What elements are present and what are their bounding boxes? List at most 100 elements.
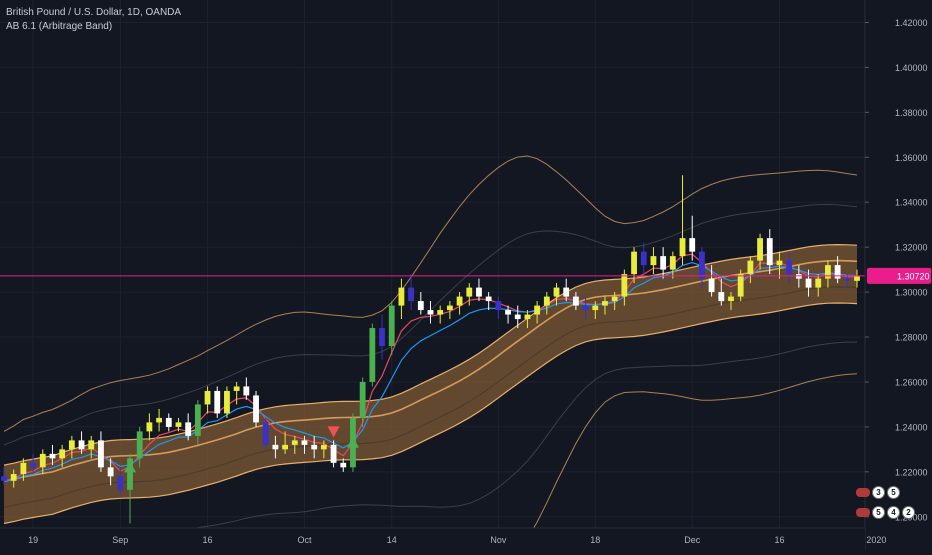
logo-number: 2 [902, 505, 915, 519]
candle [602, 296, 608, 315]
candle-body [728, 296, 734, 302]
candle-body [78, 440, 85, 450]
candle [175, 417, 182, 432]
candle [359, 377, 366, 427]
candle [786, 251, 793, 284]
candle [388, 301, 395, 355]
price-tick-label: 1.24000 [895, 422, 928, 432]
candle [718, 278, 725, 306]
candle [214, 386, 221, 418]
candle [572, 292, 579, 311]
candle-body [699, 251, 705, 279]
candle-body [805, 278, 812, 288]
candle [437, 305, 444, 324]
candle [417, 292, 424, 315]
price-tick-label: 1.42000 [895, 18, 928, 28]
candle [660, 247, 667, 279]
candle-body [156, 417, 162, 423]
candle [301, 435, 308, 454]
candle-body [1, 476, 7, 481]
candle [10, 469, 17, 488]
candle [165, 413, 172, 432]
candle-body [136, 431, 143, 459]
candle-body [737, 274, 744, 297]
candle [20, 458, 27, 481]
price-label-text: 1.30720 [897, 271, 930, 281]
symbol-title[interactable]: British Pound / U.S. Dollar, 1D, OANDA [6, 7, 182, 18]
indicator-title[interactable]: AB 6.1 (Arbitrage Band) [6, 21, 113, 32]
candle-body [514, 314, 521, 320]
time-tick-label: Sep [112, 535, 128, 545]
candle-body [689, 238, 696, 252]
time-axis[interactable]: 19Sep16Oct14Nov18Dec16202020 [0, 527, 932, 550]
outer-band-lower [285, 373, 858, 555]
candle [427, 301, 434, 324]
candle [747, 256, 754, 284]
candle-body [291, 440, 298, 445]
candle-body [20, 462, 27, 475]
candle [272, 435, 279, 459]
candle [185, 413, 192, 441]
candle [340, 458, 347, 472]
candle [117, 467, 124, 497]
candle [776, 251, 783, 279]
candle-body [39, 453, 46, 468]
candle [650, 247, 657, 275]
candle-body [68, 440, 75, 450]
candle-body [815, 278, 822, 288]
candle [369, 323, 376, 387]
candle-body [214, 390, 221, 414]
logo-badges: 3 5 5 4 2 [856, 485, 915, 525]
candle-body [127, 458, 133, 490]
candle [1, 467, 7, 486]
candle-body [524, 314, 531, 320]
candle-body [340, 462, 347, 468]
candle-body [320, 444, 327, 450]
candle [825, 260, 831, 288]
candle-body [466, 287, 473, 297]
price-tick-label: 1.40000 [895, 63, 928, 73]
candle [398, 278, 405, 320]
candle [262, 417, 269, 450]
candle-body [650, 256, 657, 266]
candle-body [30, 462, 36, 468]
candle [582, 296, 589, 320]
price-tick-label: 1.34000 [895, 198, 928, 208]
logo-badge: 5 4 2 [856, 505, 915, 519]
candle [311, 435, 318, 459]
candle [107, 458, 114, 486]
time-tick-label: 2020 [866, 535, 886, 545]
candle [611, 292, 618, 311]
candle-body [107, 467, 114, 477]
candle [330, 440, 337, 468]
candle-body [582, 305, 589, 311]
candle-body [388, 305, 395, 347]
candle-body [446, 305, 453, 311]
candle [291, 435, 298, 454]
candle-body [776, 260, 783, 266]
candle [194, 399, 201, 445]
buy-signal-icon [346, 436, 359, 448]
band-fill [4, 244, 857, 524]
candle [505, 305, 511, 324]
candle [224, 386, 230, 418]
candle-body [640, 251, 647, 266]
candle-body [747, 260, 754, 275]
candle [485, 292, 492, 311]
candle-body [427, 310, 434, 315]
candle-body [272, 444, 279, 450]
logo-number: 5 [887, 485, 900, 499]
logo-badge: 3 5 [856, 485, 915, 499]
candle [699, 247, 705, 288]
candle [243, 377, 250, 400]
logo-number: 5 [872, 505, 885, 519]
candle-body [495, 301, 502, 311]
candle [466, 283, 473, 306]
candle-body [59, 449, 66, 459]
candle-body [408, 287, 415, 302]
candle-body [553, 287, 560, 297]
candle-body [766, 238, 773, 266]
candle [88, 435, 95, 459]
